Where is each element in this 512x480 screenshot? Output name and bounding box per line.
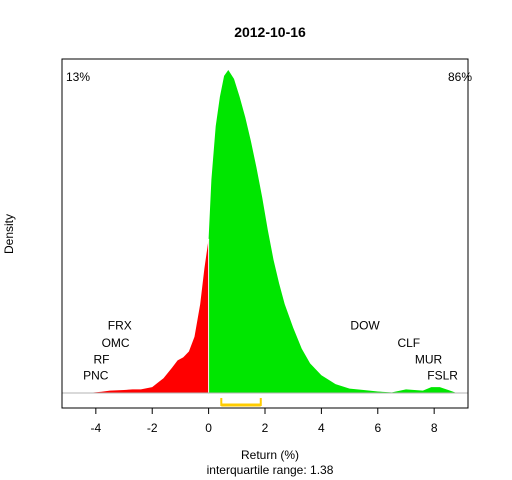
density-areas (87, 70, 457, 393)
x-tick-label: -2 (147, 421, 158, 435)
ticker-label: OMC (102, 336, 130, 350)
x-tick-label: 4 (318, 421, 325, 435)
chart-title: 2012-10-16 (234, 24, 306, 40)
x-tick-label: 2 (262, 421, 269, 435)
x-tick-label: 8 (431, 421, 438, 435)
x-tick-label: 0 (205, 421, 212, 435)
x-axis: -4 -2 0 2 4 6 8 (90, 408, 438, 435)
x-tick-label: -4 (90, 421, 101, 435)
ticker-label: DOW (350, 318, 380, 332)
ticker-annotations: FRX OMC RF PNC DOW CLF MUR FSLR (83, 318, 458, 382)
ticker-label: FRX (108, 318, 132, 332)
ticker-label: CLF (397, 336, 420, 350)
ticker-label: MUR (415, 352, 443, 366)
negative-percentage: 13% (66, 70, 90, 84)
ticker-label: RF (94, 352, 110, 366)
ticker-label: PNC (83, 369, 109, 383)
positive-percentage: 86% (448, 70, 472, 84)
iqr-caption: interquartile range: 1.38 (207, 463, 334, 477)
ticker-label: FSLR (427, 369, 458, 383)
x-axis-label: Return (%) (241, 448, 299, 462)
x-tick-label: 6 (374, 421, 381, 435)
y-axis-label: Density (2, 214, 16, 254)
positive-density-area (208, 70, 457, 393)
iqr-marker (220, 398, 262, 407)
negative-density-area (87, 238, 209, 393)
